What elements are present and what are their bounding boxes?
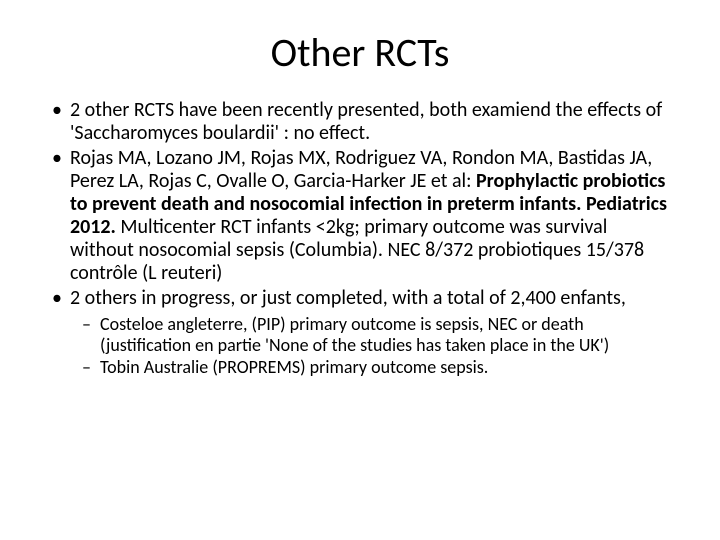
list-item: Rojas MA, Lozano JM, Rojas MX, Rodriguez… — [50, 147, 670, 285]
slide-container: Other RCTs 2 other RCTS have been recent… — [0, 0, 720, 540]
bullet-text: 2 others in progress, or just completed,… — [70, 286, 626, 310]
bullet-text: 2 other RCTS have been recently presente… — [70, 98, 662, 145]
sub-bullet-text: Tobin Australie (PROPREMS) primary outco… — [100, 356, 488, 378]
bullet-tail: Multicenter RCT infants <2kg; primary ou… — [70, 215, 644, 285]
sub-bullet-text: Costeloe angleterre, (PIP) primary outco… — [100, 313, 609, 356]
list-item: Tobin Australie (PROPREMS) primary outco… — [70, 357, 670, 378]
list-item: 2 others in progress, or just completed,… — [50, 287, 670, 378]
slide-title: Other RCTs — [50, 28, 670, 77]
sub-bullet-list: Costeloe angleterre, (PIP) primary outco… — [70, 314, 670, 378]
bullet-list: 2 other RCTS have been recently presente… — [50, 99, 670, 378]
list-item: Costeloe angleterre, (PIP) primary outco… — [70, 314, 670, 355]
list-item: 2 other RCTS have been recently presente… — [50, 99, 670, 145]
